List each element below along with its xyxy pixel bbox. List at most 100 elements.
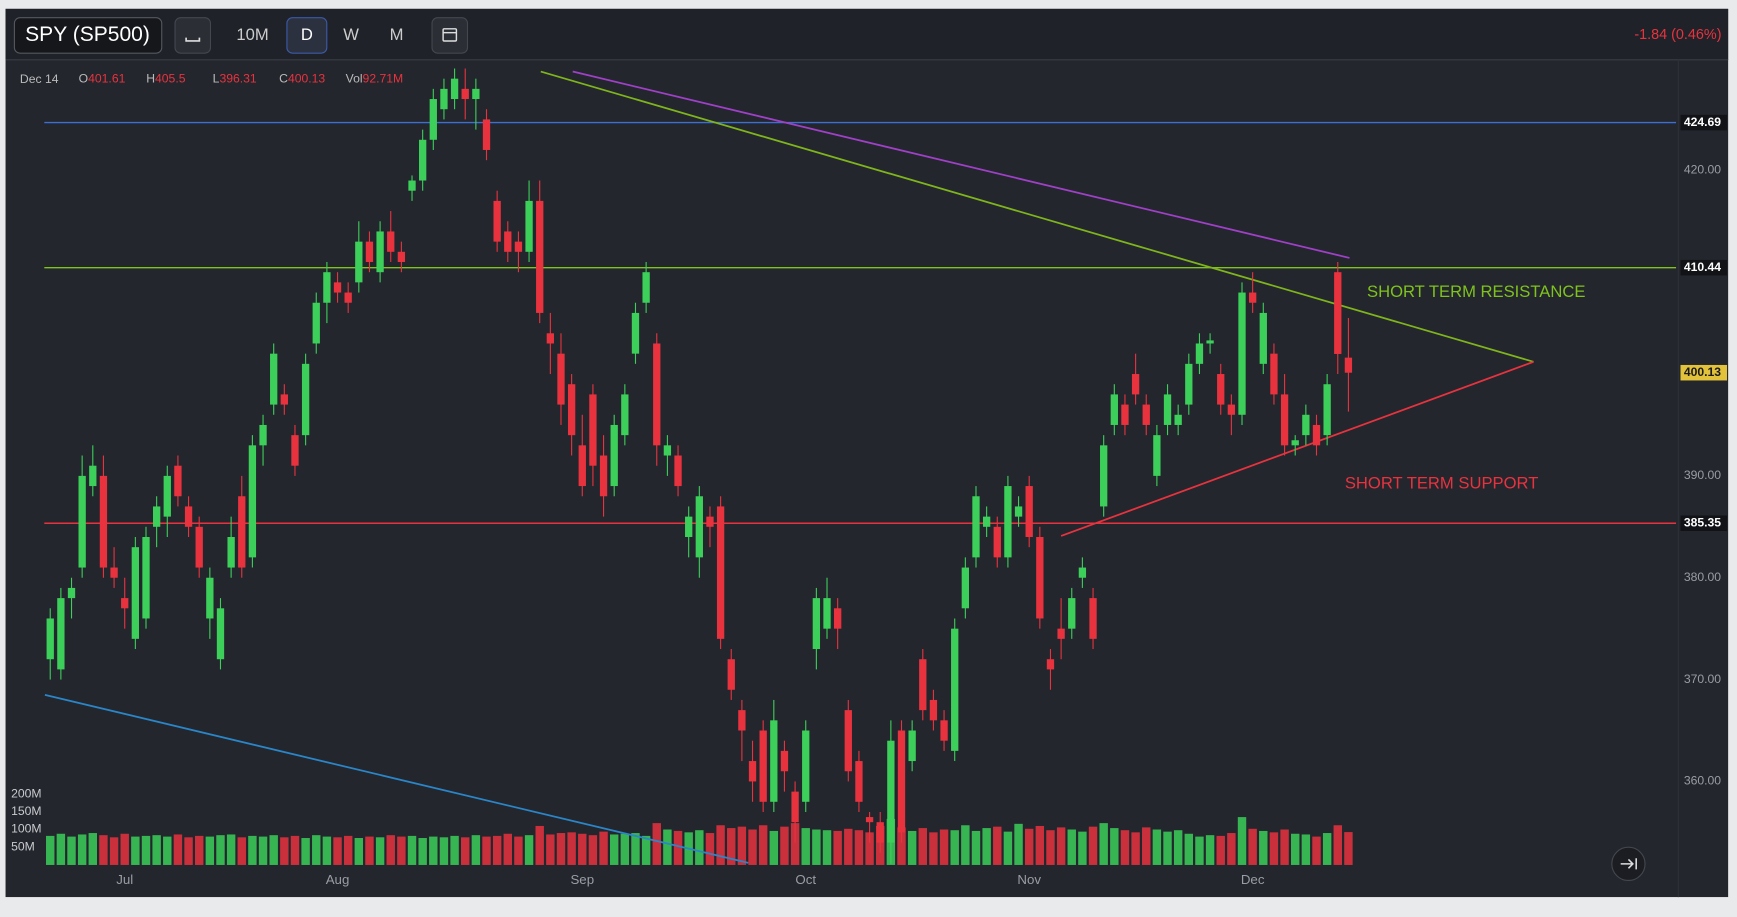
volume-bar: [343, 835, 353, 865]
volume-bar: [663, 829, 672, 865]
volume-bar: [1322, 833, 1332, 865]
volume-bar: [322, 836, 332, 865]
volume-bar: [88, 833, 98, 865]
level-label-box: [1680, 259, 1728, 276]
volume-bar: [1216, 835, 1225, 865]
legend-value: 401.61: [88, 72, 125, 86]
volume-bar: [578, 833, 587, 865]
volume-bar: [46, 835, 55, 865]
candle-body: [567, 384, 576, 436]
volume-bar: [929, 832, 938, 865]
candle-body: [1195, 343, 1204, 364]
volume-bar: [471, 835, 481, 865]
volume-bar: [833, 830, 842, 865]
candle-body: [131, 547, 140, 639]
candle-body: [419, 139, 427, 181]
interval-button[interactable]: M: [390, 25, 404, 44]
volume-bar: [865, 832, 874, 865]
candle-body: [525, 200, 533, 252]
interval[interactable]: M: [390, 25, 404, 44]
candle-body: [1280, 394, 1289, 446]
candle-body: [802, 730, 810, 802]
volume-bar: [109, 837, 119, 865]
candle-body: [323, 272, 331, 303]
candle-body: [1227, 404, 1236, 415]
candle-body: [333, 282, 342, 293]
candle-body: [876, 822, 884, 843]
candle-body: [929, 699, 938, 721]
candle-body: [504, 231, 512, 252]
candle-body: [1068, 598, 1076, 629]
volume-bar: [1259, 830, 1268, 865]
volume-bar: [312, 835, 321, 865]
level-label-box: [1680, 515, 1728, 531]
chart-type-button[interactable]: [174, 17, 212, 54]
volume-bar: [748, 829, 757, 865]
symbol-button[interactable]: SPY (SP500): [13, 17, 163, 54]
x-tick-label: Oct: [795, 872, 816, 887]
volume-bar: [716, 825, 725, 865]
scroll-right-button[interactable]: [1611, 846, 1646, 882]
candle-body: [599, 455, 608, 497]
volume-bar: [429, 836, 438, 865]
interval-button[interactable]: D: [286, 17, 328, 54]
volume-bar: [1291, 833, 1300, 865]
symbol: SPY (SP500): [25, 23, 150, 46]
volume-bar: [120, 833, 129, 865]
volume-bar: [375, 837, 385, 865]
candle-body: [674, 455, 682, 487]
volume-bar: [1301, 834, 1311, 865]
volume-bar: [907, 830, 917, 865]
x-tick-label: Jul: [116, 872, 133, 887]
interval[interactable]: D: [301, 25, 313, 44]
interval[interactable]: 10M: [236, 25, 268, 44]
candle-body: [653, 343, 661, 446]
interval-button[interactable]: 10M: [236, 25, 268, 44]
volume-bar: [727, 828, 736, 865]
candle-body: [748, 761, 757, 782]
volume-bar: [844, 828, 853, 865]
candle-body: [195, 526, 203, 568]
volume-bar: [1312, 836, 1321, 865]
volume-bar: [599, 831, 608, 865]
trend-line: [572, 70, 1350, 259]
candle-body: [493, 200, 501, 242]
volume-bar: [418, 838, 427, 865]
volume-bar: [1184, 833, 1194, 865]
candle-body: [355, 241, 363, 283]
scroll-right-icon: [1620, 858, 1637, 870]
candle-body: [312, 302, 320, 344]
y-tick-label: 420.00: [1684, 163, 1721, 177]
candle-body: [897, 730, 906, 833]
candle-body: [387, 231, 395, 252]
candle-body: [238, 496, 246, 568]
trend-line: [540, 70, 1534, 363]
volume-bar: [556, 833, 566, 865]
chart-type-icon: [185, 37, 201, 42]
volume-bar: [546, 834, 555, 865]
volume-bar: [897, 827, 906, 865]
volume-bar: [439, 837, 449, 865]
volume-bar: [1003, 831, 1013, 865]
volume-bar: [1088, 826, 1098, 865]
volume-bar: [290, 835, 300, 865]
volume-bar: [205, 836, 215, 865]
candle-body: [429, 99, 437, 140]
volume-bar: [216, 835, 225, 865]
candle-body: [706, 516, 714, 527]
calendar-button[interactable]: [431, 17, 469, 54]
candle-body: [865, 817, 874, 823]
volume-bar: [1142, 827, 1151, 865]
candle-body: [1344, 357, 1353, 373]
interval-button[interactable]: W: [343, 25, 359, 44]
candle-body: [482, 119, 491, 150]
candle-body: [1014, 506, 1023, 517]
trend-line: [1060, 360, 1534, 537]
volume-bar: [1163, 831, 1172, 865]
candle-body: [919, 659, 927, 711]
candle-body: [280, 394, 288, 405]
candle-body: [695, 496, 703, 558]
interval[interactable]: W: [343, 25, 359, 44]
volume-bar: [141, 835, 151, 865]
candle-body: [440, 88, 448, 110]
